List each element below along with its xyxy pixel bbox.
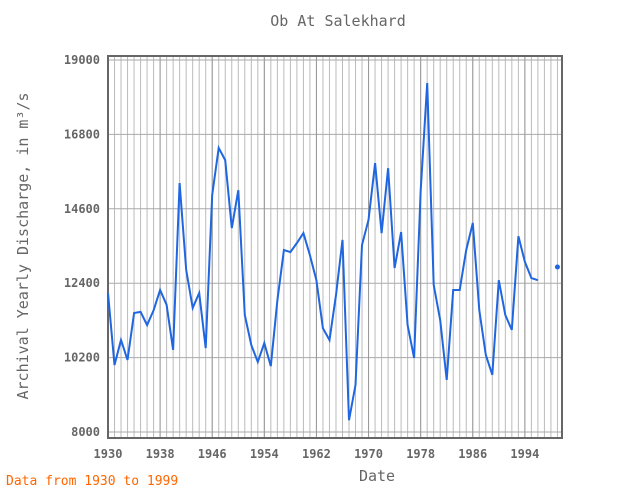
y-tick-label: 10200	[64, 351, 100, 365]
x-tick-label: 1994	[510, 447, 539, 461]
x-tick-label: 1970	[354, 447, 383, 461]
data-line	[107, 82, 539, 421]
plot-frame	[107, 55, 563, 439]
x-tick-label: 1938	[146, 447, 175, 461]
x-tick-label: 1978	[406, 447, 435, 461]
x-axis-label: Date	[359, 467, 395, 485]
y-tick-label: 16800	[64, 127, 100, 141]
x-tick-label: 1930	[94, 447, 123, 461]
x-tick-label: 1946	[198, 447, 227, 461]
x-tick-label: 1962	[302, 447, 331, 461]
x-tick-label: 1954	[250, 447, 279, 461]
x-tick-label: 1986	[458, 447, 487, 461]
chart-title: Ob At Salekhard	[270, 12, 405, 30]
y-tick-label: 12400	[64, 276, 100, 290]
y-tick-label: 8000	[71, 425, 100, 439]
footer: Data from 1930 to 1999	[6, 474, 178, 489]
y-tick-label: 19000	[64, 53, 100, 67]
y-axis-label: Archival Yearly Discharge, in m³/s	[14, 92, 32, 399]
data-point	[554, 264, 560, 270]
y-tick-label: 14600	[64, 202, 100, 216]
